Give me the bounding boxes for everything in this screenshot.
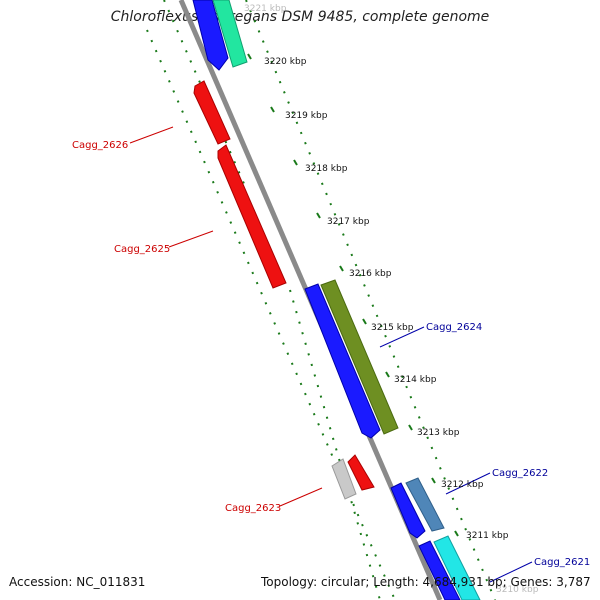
- tick-label-3216: 3216 kbp: [349, 269, 392, 279]
- tick-label-3210: 3210 kbp: [496, 585, 539, 595]
- gene-cagg-2626[interactable]: [193, 80, 231, 145]
- topology-text: Topology: circular; Length: 4,684,931 bp…: [261, 575, 591, 589]
- label-cagg-2626[interactable]: Cagg_2626: [72, 140, 128, 151]
- label-cagg-2624[interactable]: Cagg_2624: [426, 322, 482, 333]
- tick-label-3219: 3219 kbp: [285, 111, 328, 121]
- tick-label-3220: 3220 kbp: [264, 57, 307, 67]
- tick-label-3221: 3221 kbp: [244, 4, 287, 14]
- tick-label-3213: 3213 kbp: [417, 428, 460, 438]
- gene-top-teal[interactable]: [212, 0, 248, 68]
- tick-label-3214: 3214 kbp: [394, 375, 437, 385]
- gene-cagg-2623[interactable]: [347, 454, 375, 491]
- label-cagg-2625[interactable]: Cagg_2625: [114, 244, 170, 255]
- track-dots-far-left: [146, 29, 396, 600]
- leader-cagg-2625: [168, 230, 214, 248]
- leader-cagg-2624: [379, 326, 425, 348]
- accession-text: Accession: NC_011831: [9, 575, 146, 589]
- tick-label-3211: 3211 kbp: [466, 531, 509, 541]
- gene-cagg-2622[interactable]: [405, 477, 445, 532]
- leader-cagg-2622: [445, 472, 491, 495]
- label-cagg-2623[interactable]: Cagg_2623: [225, 503, 281, 514]
- leader-cagg-2621: [489, 561, 533, 583]
- tick-label-3217: 3217 kbp: [327, 217, 370, 227]
- label-cagg-2622[interactable]: Cagg_2622: [492, 468, 548, 479]
- leader-cagg-2626: [129, 126, 174, 144]
- tick-label-3218: 3218 kbp: [305, 164, 348, 174]
- gene-cagg-2624[interactable]: [320, 279, 399, 435]
- gene-cagg-2623-gray[interactable]: [331, 458, 357, 500]
- tick-label-3212: 3212 kbp: [441, 480, 484, 490]
- track-dots-right: [245, 0, 496, 600]
- tick-label-3215: 3215 kbp: [371, 323, 414, 333]
- gene-cagg-2621[interactable]: [433, 535, 481, 600]
- scale-tick-marks: [247, 53, 459, 537]
- label-cagg-2621[interactable]: Cagg_2621: [534, 557, 590, 568]
- gene-cagg-2622-blue[interactable]: [390, 482, 426, 539]
- gene-cagg-2624-blue[interactable]: [304, 283, 381, 439]
- gene-top-blue[interactable]: [192, 0, 229, 71]
- leader-cagg-2623: [279, 487, 323, 507]
- gene-cagg-2621-blue[interactable]: [418, 540, 461, 600]
- track-dots-inner-left: [163, 0, 246, 187]
- gene-cagg-2625[interactable]: [217, 144, 287, 289]
